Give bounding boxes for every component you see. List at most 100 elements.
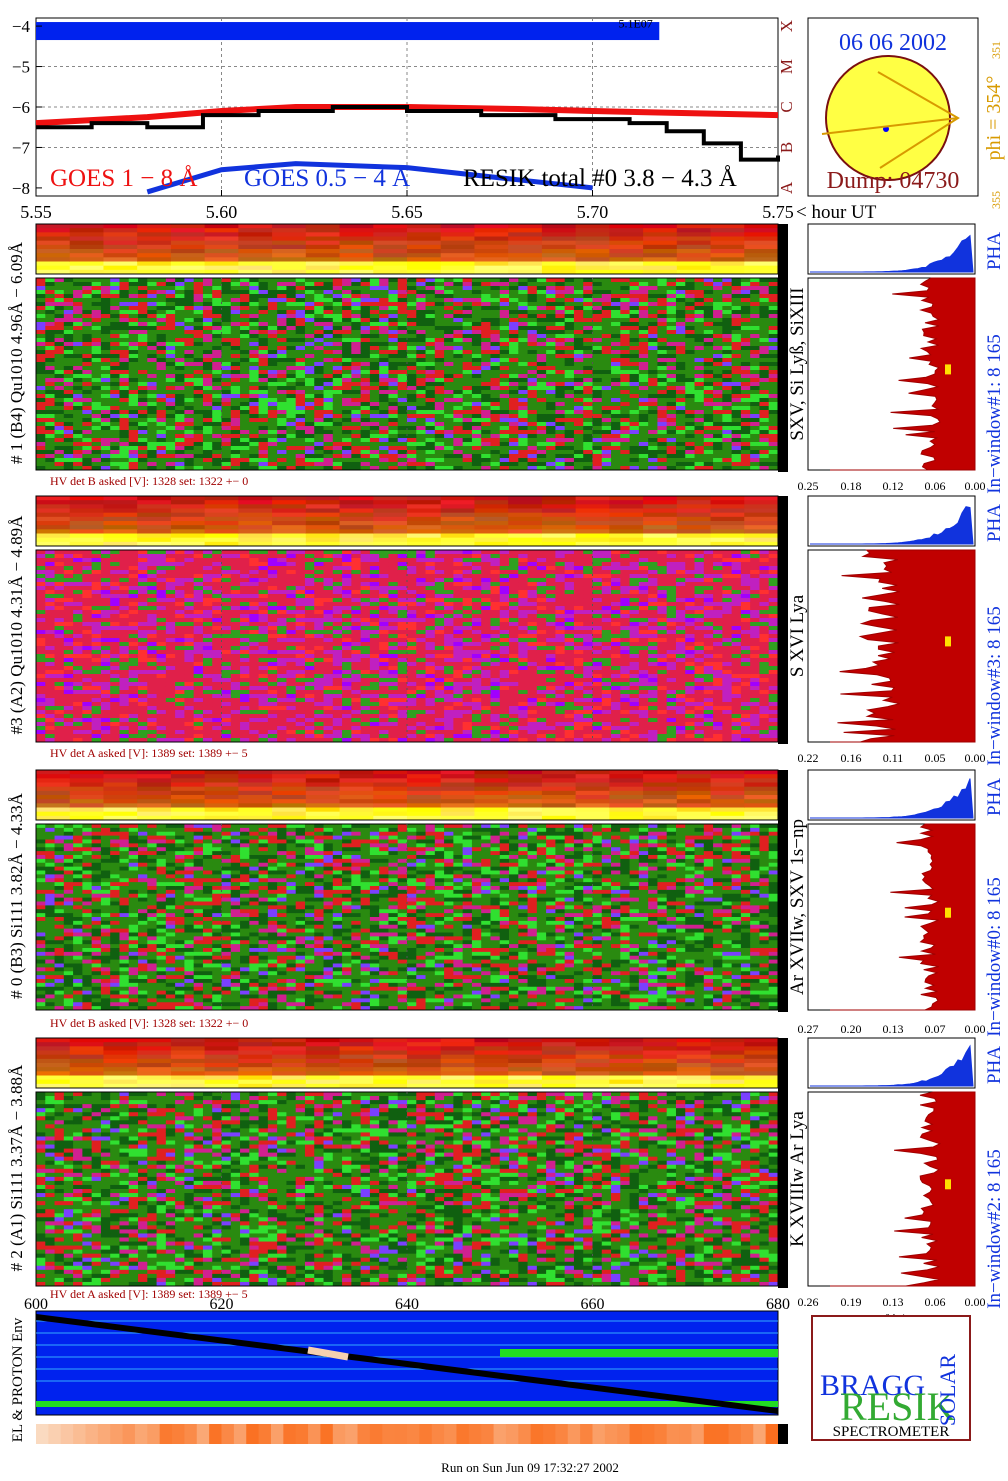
heatmap-cell [63, 738, 74, 743]
heatmap-cell [128, 614, 139, 619]
heatmap-cell [54, 358, 65, 363]
heatmap-cell [45, 442, 56, 447]
rate-tick-label: 0.06 [925, 479, 946, 493]
heatmap-cell [722, 346, 733, 351]
heatmap-cell [416, 346, 427, 351]
heatmap-cell [416, 358, 427, 363]
strip-cell [170, 261, 206, 267]
heatmap-cell [110, 446, 120, 451]
heatmap-cell [110, 622, 120, 627]
strip-cell [36, 253, 71, 258]
heatmap-cell [100, 418, 111, 423]
heatmap-cell [462, 430, 473, 435]
heatmap-cell [323, 310, 334, 315]
heatmap-cell [82, 690, 93, 695]
heatmap-cell [675, 382, 686, 387]
heatmap-cell [54, 578, 65, 583]
heatmap-cell [128, 578, 139, 583]
heatmap-cell [230, 446, 241, 451]
heatmap-cell [45, 610, 56, 615]
strip-cell [373, 240, 408, 246]
heatmap-cell [73, 614, 83, 619]
heatmap-cell [657, 390, 668, 395]
heatmap-cell [91, 606, 102, 611]
heatmap-cell [397, 386, 408, 391]
strip-cell [69, 228, 104, 233]
heatmap-cell [128, 282, 139, 287]
heatmap-cell [509, 314, 519, 319]
strip-cell [407, 525, 442, 530]
heatmap-cell [453, 466, 464, 471]
heatmap-cell [638, 378, 649, 383]
heatmap-cell [128, 734, 139, 739]
heatmap-cell [128, 670, 139, 675]
heatmap-cell [119, 374, 130, 379]
heatmap-cell [462, 338, 473, 343]
heatmap-cell [332, 430, 343, 435]
heatmap-cell [82, 438, 93, 443]
heatmap-cell [527, 438, 538, 443]
heatmap-cell [731, 290, 742, 295]
heatmap-cell [230, 358, 241, 363]
heatmap-cell [240, 450, 250, 455]
heatmap-cell [138, 578, 148, 583]
heatmap-cell [499, 446, 510, 451]
heatmap-cell [369, 410, 380, 415]
heatmap-cell [379, 278, 389, 283]
heatmap-cell [444, 374, 454, 379]
heatmap-cell [240, 286, 250, 291]
heatmap-cell [45, 682, 56, 687]
strip-cell [137, 529, 172, 534]
strip-cell [373, 224, 408, 229]
heatmap-cell [100, 654, 111, 659]
heatmap-cell [119, 426, 130, 431]
heatmap-cell [36, 386, 46, 391]
heatmap-cell [82, 318, 93, 323]
heatmap-cell [388, 454, 399, 459]
heatmap-cell [128, 650, 139, 655]
heatmap-cell [258, 286, 269, 291]
heatmap-cell [45, 318, 56, 323]
heatmap-cell [110, 578, 120, 583]
heatmap-cell [147, 338, 158, 343]
strip-cell [609, 240, 644, 246]
heatmap-cell [731, 362, 742, 367]
heatmap-cell [462, 334, 473, 339]
heatmap-cell [759, 458, 770, 463]
heatmap-cell [36, 598, 46, 603]
strip-cell [204, 236, 239, 242]
heatmap-cell [110, 354, 120, 359]
heatmap-cell [110, 326, 120, 331]
heatmap-cell [369, 454, 380, 459]
heatmap-cell [82, 554, 93, 559]
heatmap-cell [499, 318, 510, 323]
heatmap-cell [546, 418, 556, 423]
heatmap-cell [138, 454, 148, 459]
heatmap-cell [685, 402, 696, 407]
heatmap-cell [657, 418, 668, 423]
heatmap-cell [212, 326, 222, 331]
heatmap-cell [750, 406, 760, 411]
heatmap-cell [731, 466, 742, 471]
heatmap-cell [713, 350, 723, 355]
heatmap-cell [685, 454, 696, 459]
heatmap-cell [342, 414, 352, 419]
heatmap-cell [221, 314, 232, 319]
heatmap-cell [425, 350, 436, 355]
heatmap-cell [240, 394, 250, 399]
heatmap-cell [546, 334, 556, 339]
heatmap-cell [202, 306, 213, 311]
strip-cell [373, 249, 408, 254]
heatmap-cell [314, 370, 325, 375]
heatmap-cell [73, 318, 83, 323]
heatmap-cell [564, 458, 575, 463]
heatmap-cell [499, 414, 510, 419]
heatmap-cell [731, 370, 742, 375]
strip-cell [474, 521, 509, 526]
heatmap-cell [332, 282, 343, 287]
heatmap-cell [379, 398, 389, 403]
heatmap-cell [629, 390, 640, 395]
heatmap-cell [546, 382, 556, 387]
strip-cell [643, 261, 678, 267]
heatmap-cell [258, 450, 269, 455]
